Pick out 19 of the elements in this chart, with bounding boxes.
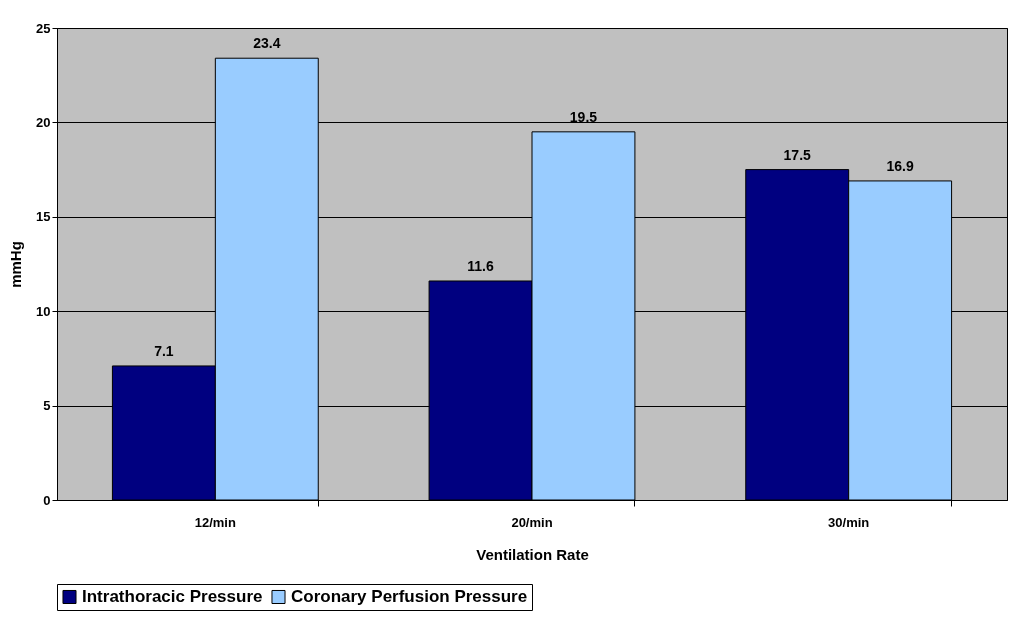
- data-label: 19.5: [569, 108, 598, 125]
- x-tick-label: 12/min: [194, 514, 236, 530]
- y-tick-label: 25: [36, 20, 51, 36]
- legend-label: Coronary Perfusion Pressure: [291, 586, 528, 606]
- y-axis-title: mmHg: [7, 241, 25, 288]
- y-tick-label: 5: [43, 398, 51, 414]
- legend-label: Intrathoracic Pressure: [82, 586, 263, 606]
- data-label: 17.5: [783, 146, 812, 163]
- y-tick-label: 20: [36, 114, 51, 130]
- x-tick-label: 20/min: [511, 514, 553, 530]
- x-axis-title: Ventilation Rate: [476, 545, 589, 563]
- data-label: 11.6: [467, 257, 494, 274]
- y-tick-label: 10: [36, 303, 51, 319]
- data-label: 23.4: [253, 35, 281, 52]
- x-tick-label: 30/min: [828, 514, 870, 530]
- y-tick-label: 0: [43, 492, 51, 508]
- y-tick-label: 15: [36, 209, 51, 225]
- data-label: 7.1: [154, 342, 174, 359]
- data-label: 16.9: [886, 157, 914, 174]
